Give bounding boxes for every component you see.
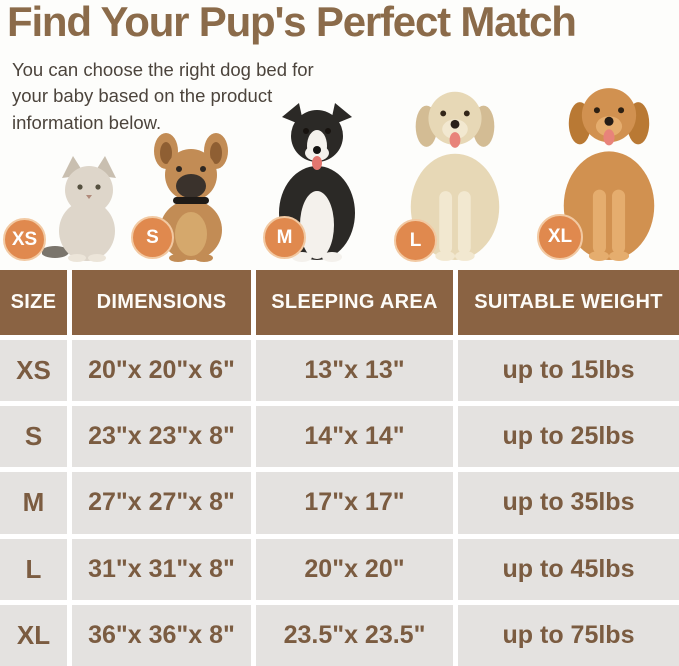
size-badge-xl: XL xyxy=(537,214,583,260)
column-header-sleeping-area: SLEEPING AREA xyxy=(256,270,453,335)
dog-muzzle xyxy=(176,174,206,198)
size-chart-table: SIZE DIMENSIONS SLEEPING AREA SUITABLE W… xyxy=(0,270,679,666)
dog-body xyxy=(563,151,655,260)
subtitle-line: information below. xyxy=(12,111,162,133)
dog-nose xyxy=(604,116,614,126)
dog-leg-right xyxy=(457,191,471,255)
table-cell-size: XS xyxy=(0,340,67,402)
cat-eye-left xyxy=(77,184,83,190)
dog-collar xyxy=(173,197,209,204)
table-cell-suitable-weight: up to 45lbs xyxy=(458,538,679,600)
dog-eye-right xyxy=(463,110,470,117)
french-bulldog-image-s xyxy=(140,130,242,262)
table-cell-suitable-weight: up to 35lbs xyxy=(458,472,679,534)
size-badge-l: L xyxy=(394,219,437,262)
column-header-dimensions: DIMENSIONS xyxy=(72,270,251,335)
french-bulldog-illustration xyxy=(154,133,228,262)
table-cell-size: S xyxy=(0,406,67,468)
dog-chest xyxy=(300,191,334,259)
dog-paw-left xyxy=(435,251,455,261)
subtitle-line: You can choose the right dog bed for xyxy=(12,59,314,80)
dog-tongue xyxy=(603,129,615,146)
table-cell-size: XL xyxy=(0,604,67,666)
table-cell-sleeping-area: 23.5"x 23.5" xyxy=(256,604,453,666)
table-cell-sleeping-area: 13"x 13" xyxy=(256,340,453,402)
dog-eye-right xyxy=(200,166,206,172)
dog-leg-left xyxy=(439,191,453,255)
dog-eye-left xyxy=(303,128,309,134)
dog-muzzle xyxy=(595,116,623,137)
table-cell-size: M xyxy=(0,472,67,534)
subtitle-line: your baby based on the product xyxy=(12,85,273,107)
table-cell-sleeping-area: 20"x 20" xyxy=(256,538,453,600)
dog-leg-left xyxy=(592,189,606,254)
page-subtitle: You can choose the right dog bed for you… xyxy=(12,57,314,136)
dog-eye-right xyxy=(325,128,331,134)
cat-nose xyxy=(86,195,92,199)
cat-eye-right xyxy=(95,184,101,190)
size-badge-m: M xyxy=(263,216,306,259)
table-cell-sleeping-area: 17"x 17" xyxy=(256,472,453,534)
cat-image-xs xyxy=(42,152,132,262)
dog-eye-right xyxy=(618,107,625,114)
dog-ear-inner-left xyxy=(160,142,172,164)
golden-retriever-illustration xyxy=(563,88,655,261)
dog-paw-right xyxy=(322,252,342,262)
column-header-size: SIZE xyxy=(0,270,67,335)
table-cell-dimensions: 23"x 23"x 8" xyxy=(72,406,251,468)
dog-muzzle xyxy=(442,119,468,139)
dog-paw-right xyxy=(195,254,213,262)
size-badge-s: S xyxy=(131,216,174,259)
size-badge-xs: XS xyxy=(3,218,46,261)
table-cell-size: L xyxy=(0,538,67,600)
cat-body xyxy=(59,201,115,261)
dog-tongue xyxy=(312,156,322,170)
dog-head xyxy=(581,88,637,143)
table-cell-dimensions: 27"x 27"x 8" xyxy=(72,472,251,534)
dog-paw-right xyxy=(609,250,630,261)
dog-eye-left xyxy=(176,166,182,172)
dog-leg-right xyxy=(612,189,626,254)
dog-head xyxy=(428,91,482,145)
table-cell-dimensions: 20"x 20"x 6" xyxy=(72,340,251,402)
cat-tail xyxy=(42,246,69,258)
table-cell-sleeping-area: 14"x 14" xyxy=(256,406,453,468)
golden-retriever-light-image-l xyxy=(396,75,514,262)
cat-head xyxy=(65,166,113,214)
cat-paw-left xyxy=(68,254,86,262)
dog-nose xyxy=(313,146,321,154)
cat-illustration xyxy=(42,156,116,262)
page-title: Find Your Pup's Perfect Match xyxy=(7,0,577,45)
golden-retriever-image-xl xyxy=(543,71,675,262)
dog-paw-right xyxy=(455,251,475,261)
dog-ear-inner-right xyxy=(210,142,222,164)
dog-eye-left xyxy=(593,107,600,114)
table-cell-suitable-weight: up to 75lbs xyxy=(458,604,679,666)
dog-chest xyxy=(175,212,207,256)
table-cell-suitable-weight: up to 25lbs xyxy=(458,406,679,468)
column-header-suitable-weight: SUITABLE WEIGHT xyxy=(458,270,679,335)
golden-retriever-light-illustration xyxy=(410,91,500,261)
cat-paw-right xyxy=(88,254,106,262)
dog-nose xyxy=(450,119,460,129)
dog-paw-left xyxy=(588,250,609,261)
dog-eye-left xyxy=(440,110,447,117)
dog-tongue xyxy=(449,132,461,148)
table-cell-dimensions: 36"x 36"x 8" xyxy=(72,604,251,666)
table-cell-dimensions: 31"x 31"x 8" xyxy=(72,538,251,600)
dog-paw-left xyxy=(169,254,187,262)
table-cell-suitable-weight: up to 15lbs xyxy=(458,340,679,402)
